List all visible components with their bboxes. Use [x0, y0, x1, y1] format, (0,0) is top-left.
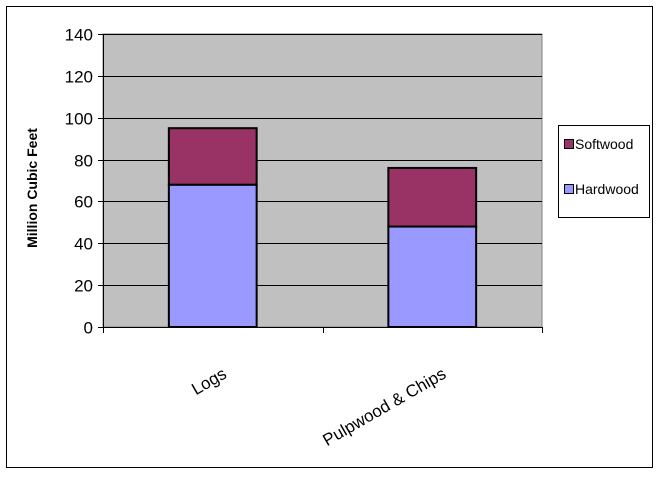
bar-hardwood-pulpwood-chips: [387, 225, 478, 329]
y-tick-label: 20: [74, 277, 93, 296]
legend-label-softwood: Softwood: [575, 136, 633, 152]
y-tick-label: 80: [74, 152, 93, 171]
legend: Softwood Hardwood: [558, 125, 650, 218]
bar-softwood-logs: [167, 127, 258, 186]
y-tick-label: 40: [74, 235, 93, 254]
y-tick-label: 140: [65, 26, 93, 45]
y-tick-label: 60: [74, 193, 93, 212]
legend-swatch-softwood: [564, 139, 574, 149]
bar-hardwood-logs: [167, 183, 258, 328]
y-tick-labels: 0 20 40 60 80 100 120 140: [65, 26, 93, 338]
axes: [98, 34, 543, 333]
bar-softwood-pulpwood-chips: [387, 166, 478, 228]
y-tick-label: 0: [84, 319, 93, 338]
y-tick-label: 120: [65, 68, 93, 87]
y-axis-title: Million Cubic Feet: [24, 128, 40, 248]
legend-label-hardwood: Hardwood: [575, 181, 639, 197]
y-tick-label: 100: [65, 110, 93, 129]
bars-group: [167, 127, 478, 329]
legend-swatch-hardwood: [564, 184, 574, 194]
